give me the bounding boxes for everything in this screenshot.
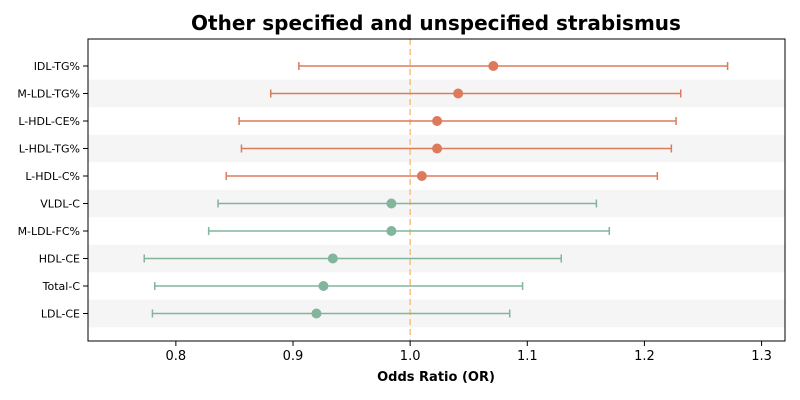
x-tick-label: 1.1 [517, 349, 538, 364]
row-m-ldl-fc- [207, 226, 611, 236]
or-point [386, 198, 397, 209]
y-tick-label: HDL-CE [39, 253, 80, 266]
x-axis-label: Odds Ratio (OR) [377, 370, 495, 385]
or-point [318, 281, 329, 291]
y-axis: IDL-TG% M-LDL-TG% L-HDL-CE% L-HDL-TG% L-HDL-… [17, 60, 88, 321]
or-point [453, 88, 464, 99]
row-m-ldl-tg- [269, 88, 682, 99]
or-point [327, 253, 338, 264]
or-point [386, 226, 397, 236]
y-tick-label: Total-C [42, 280, 81, 293]
y-tick-label: M-LDL-TG% [17, 88, 80, 101]
y-tick-label: LDL-CE [41, 308, 80, 321]
y-tick-label: VLDL-C [40, 198, 80, 211]
or-point [488, 61, 499, 71]
x-tick-label: 0.9 [283, 349, 304, 364]
y-tick-label: L-HDL-C% [25, 170, 80, 183]
plot-frame [87, 38, 786, 342]
x-tick-label: 1.2 [634, 349, 655, 364]
row-idl-tg- [298, 61, 729, 71]
chart-title: Other specified and unspecified strabism… [191, 11, 681, 35]
row-ldl-ce [151, 308, 511, 319]
y-tick-label: L-HDL-TG% [19, 143, 80, 156]
x-tick-label: 0.8 [166, 349, 187, 364]
x-axis: 0.8 0.9 1.0 1.1 1.2 1.3 [166, 341, 772, 364]
row-total-c [154, 281, 524, 291]
row-l-hdl-c- [225, 171, 659, 181]
y-tick-label: L-HDL-CE% [18, 115, 80, 128]
y-tick-label: IDL-TG% [34, 60, 80, 73]
or-point [311, 308, 322, 319]
row-vldl-c [217, 198, 598, 209]
y-tick-label: M-LDL-FC% [18, 225, 80, 238]
row-l-hdl-ce- [238, 116, 677, 126]
or-point [416, 171, 427, 181]
x-tick-label: 1.0 [400, 349, 421, 364]
row-hdl-ce [143, 253, 563, 264]
data-rows [143, 61, 729, 319]
row-l-hdl-tg- [240, 143, 673, 154]
x-tick-label: 1.3 [751, 349, 772, 364]
or-point [432, 116, 443, 126]
or-point [432, 143, 443, 154]
